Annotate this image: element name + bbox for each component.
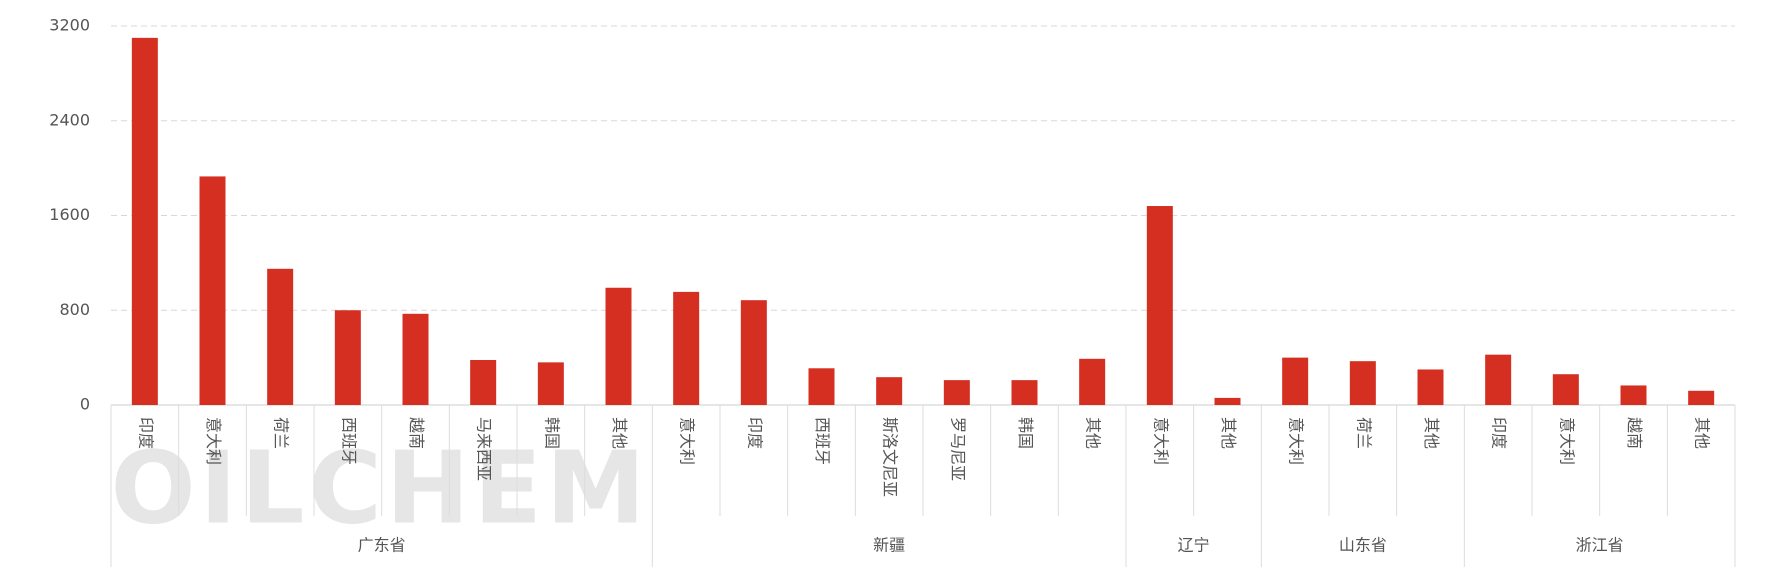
group-label: 山东省 (1339, 536, 1387, 555)
x-tick-label: 意大利 (204, 417, 223, 465)
x-tick-label: 韩国 (542, 417, 561, 449)
x-tick-label: 荷兰 (1354, 417, 1373, 449)
bar (808, 368, 835, 405)
bar (1620, 385, 1647, 405)
x-tick-label: 其他 (1422, 417, 1441, 449)
bar (740, 300, 767, 405)
bar (334, 310, 361, 405)
x-tick-label: 越南 (1625, 417, 1644, 449)
bar (1688, 390, 1715, 405)
bar (1282, 357, 1309, 405)
x-tick-label: 意大利 (1287, 417, 1306, 465)
bar (1011, 380, 1038, 405)
bar (1079, 358, 1106, 405)
group-label: 浙江省 (1576, 536, 1624, 555)
group-label: 新疆 (873, 536, 905, 555)
x-tick-label: 斯洛文尼亚 (881, 417, 900, 497)
x-tick-label: 罗马尼亚 (948, 417, 967, 481)
bar (267, 268, 294, 405)
bar (605, 287, 632, 405)
bar (470, 359, 497, 405)
bar (1552, 374, 1579, 405)
bar (402, 313, 429, 405)
y-tick-label: 3200 (49, 16, 90, 35)
x-tick-label: 印度 (136, 417, 155, 449)
bar (131, 37, 158, 405)
x-tick-label: 意大利 (1151, 417, 1170, 465)
group-label: 广东省 (358, 536, 406, 555)
x-tick-label: 意大利 (678, 417, 697, 465)
y-tick-label: 0 (80, 395, 90, 414)
bar (1417, 369, 1444, 405)
bar (1214, 397, 1241, 405)
x-tick-label: 其他 (1084, 417, 1103, 449)
bar (537, 362, 564, 405)
y-tick-label: 1600 (49, 205, 90, 224)
bar (876, 377, 903, 405)
x-tick-label: 西班牙 (813, 417, 832, 465)
bar (1349, 361, 1376, 405)
bar (1485, 354, 1512, 405)
bar (943, 380, 970, 405)
x-tick-label: 其他 (1219, 417, 1238, 449)
x-tick-label: 印度 (1490, 417, 1509, 449)
bar (199, 176, 226, 405)
x-tick-label: 印度 (745, 417, 764, 449)
x-tick-label: 马来西亚 (475, 417, 494, 481)
y-tick-label: 800 (59, 300, 90, 319)
bar (1146, 206, 1173, 405)
bar (673, 291, 700, 405)
x-tick-label: 荷兰 (272, 417, 291, 449)
x-tick-label: 意大利 (1557, 417, 1576, 465)
y-tick-label: 2400 (49, 110, 90, 129)
x-tick-label: 西班牙 (339, 417, 358, 465)
group-label: 辽宁 (1178, 536, 1210, 555)
x-tick-label: 越南 (407, 417, 426, 449)
x-tick-label: 其他 (610, 417, 629, 449)
watermark: OILCHEM (111, 429, 650, 546)
x-tick-label: 韩国 (1016, 417, 1035, 449)
x-tick-label: 其他 (1693, 417, 1712, 449)
